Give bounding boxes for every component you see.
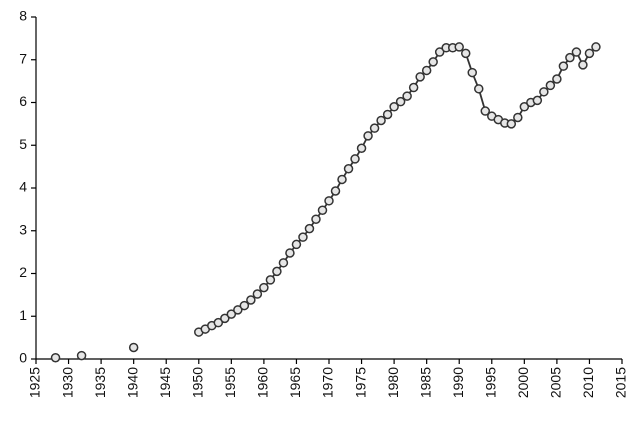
y-tick-label: 2 <box>19 264 27 280</box>
x-tick-label: 1935 <box>92 367 108 398</box>
data-point <box>272 266 282 277</box>
x-tick-label: 2005 <box>548 367 564 398</box>
x-tick-label: 1945 <box>157 367 173 398</box>
data-line <box>198 45 597 333</box>
x-tick-label: 1930 <box>59 367 75 398</box>
data-point <box>460 48 471 59</box>
data-point <box>467 67 477 78</box>
x-tick-label: 1965 <box>287 367 303 398</box>
data-point <box>317 205 328 215</box>
x-tick-label: 1950 <box>189 367 205 398</box>
data-point <box>278 258 289 268</box>
x-tick-label: 1925 <box>27 367 43 398</box>
data-point <box>246 295 256 305</box>
data-point <box>252 289 263 299</box>
data-point <box>311 214 321 224</box>
data-point <box>350 154 360 164</box>
data-point <box>259 282 269 293</box>
data-point <box>76 350 87 361</box>
data-point <box>421 65 432 76</box>
data-point <box>584 48 595 59</box>
data-point <box>324 196 334 206</box>
y-tick-label: 7 <box>19 50 27 66</box>
x-tick-label: 1960 <box>255 367 271 398</box>
data-point <box>291 239 302 250</box>
data-point <box>304 223 315 234</box>
x-tick-label: 1990 <box>450 367 466 398</box>
data-point <box>519 102 530 112</box>
data-point <box>480 106 491 116</box>
data-point <box>474 84 484 94</box>
x-tick-label: 2010 <box>580 367 596 398</box>
data-point <box>434 47 445 57</box>
x-tick-label: 1980 <box>385 367 401 398</box>
y-tick-label: 0 <box>19 350 27 366</box>
y-tick-label: 6 <box>19 93 27 109</box>
data-point <box>220 313 230 324</box>
data-point <box>454 42 464 52</box>
data-point <box>376 115 386 126</box>
data-point <box>337 174 347 185</box>
data-point <box>402 91 412 101</box>
y-tick-label: 5 <box>19 136 27 152</box>
x-tick-label: 1995 <box>482 367 498 398</box>
data-point <box>565 52 575 63</box>
data-point <box>578 60 588 70</box>
data-point <box>506 119 517 129</box>
data-point <box>226 309 237 319</box>
data-point <box>213 317 224 328</box>
data-point <box>298 232 308 242</box>
y-tick-label: 1 <box>19 307 27 323</box>
data-point <box>591 42 601 52</box>
data-point <box>382 109 393 120</box>
data-point <box>571 47 582 57</box>
data-point <box>539 87 549 97</box>
y-tick-label: 8 <box>19 8 27 24</box>
data-point <box>513 112 523 123</box>
data-point <box>50 352 61 363</box>
data-point <box>408 82 419 93</box>
data-point <box>363 131 373 141</box>
data-point <box>389 102 399 112</box>
data-point <box>330 186 341 196</box>
data-point <box>233 305 243 315</box>
data-point <box>285 248 295 258</box>
data-point <box>265 275 276 285</box>
y-tick-label: 4 <box>19 179 27 195</box>
data-point <box>395 96 406 107</box>
data-point <box>356 143 367 153</box>
data-point <box>558 61 569 71</box>
data-point <box>128 342 139 353</box>
x-tick-label: 1955 <box>222 367 238 398</box>
x-tick-label: 2000 <box>515 367 531 398</box>
x-tick-label: 2015 <box>613 367 628 398</box>
data-point <box>552 74 562 84</box>
data-point <box>343 164 354 174</box>
y-tick-label: 3 <box>19 221 27 237</box>
data-point <box>239 300 250 311</box>
data-point <box>545 80 556 91</box>
data-point <box>532 95 543 106</box>
x-tick-label: 1940 <box>124 367 140 398</box>
data-point <box>415 72 425 82</box>
data-point <box>369 123 380 133</box>
data-point <box>428 57 438 67</box>
x-tick-label: 1985 <box>417 367 433 398</box>
x-tick-label: 1970 <box>320 367 336 398</box>
x-tick-label: 1975 <box>352 367 368 398</box>
